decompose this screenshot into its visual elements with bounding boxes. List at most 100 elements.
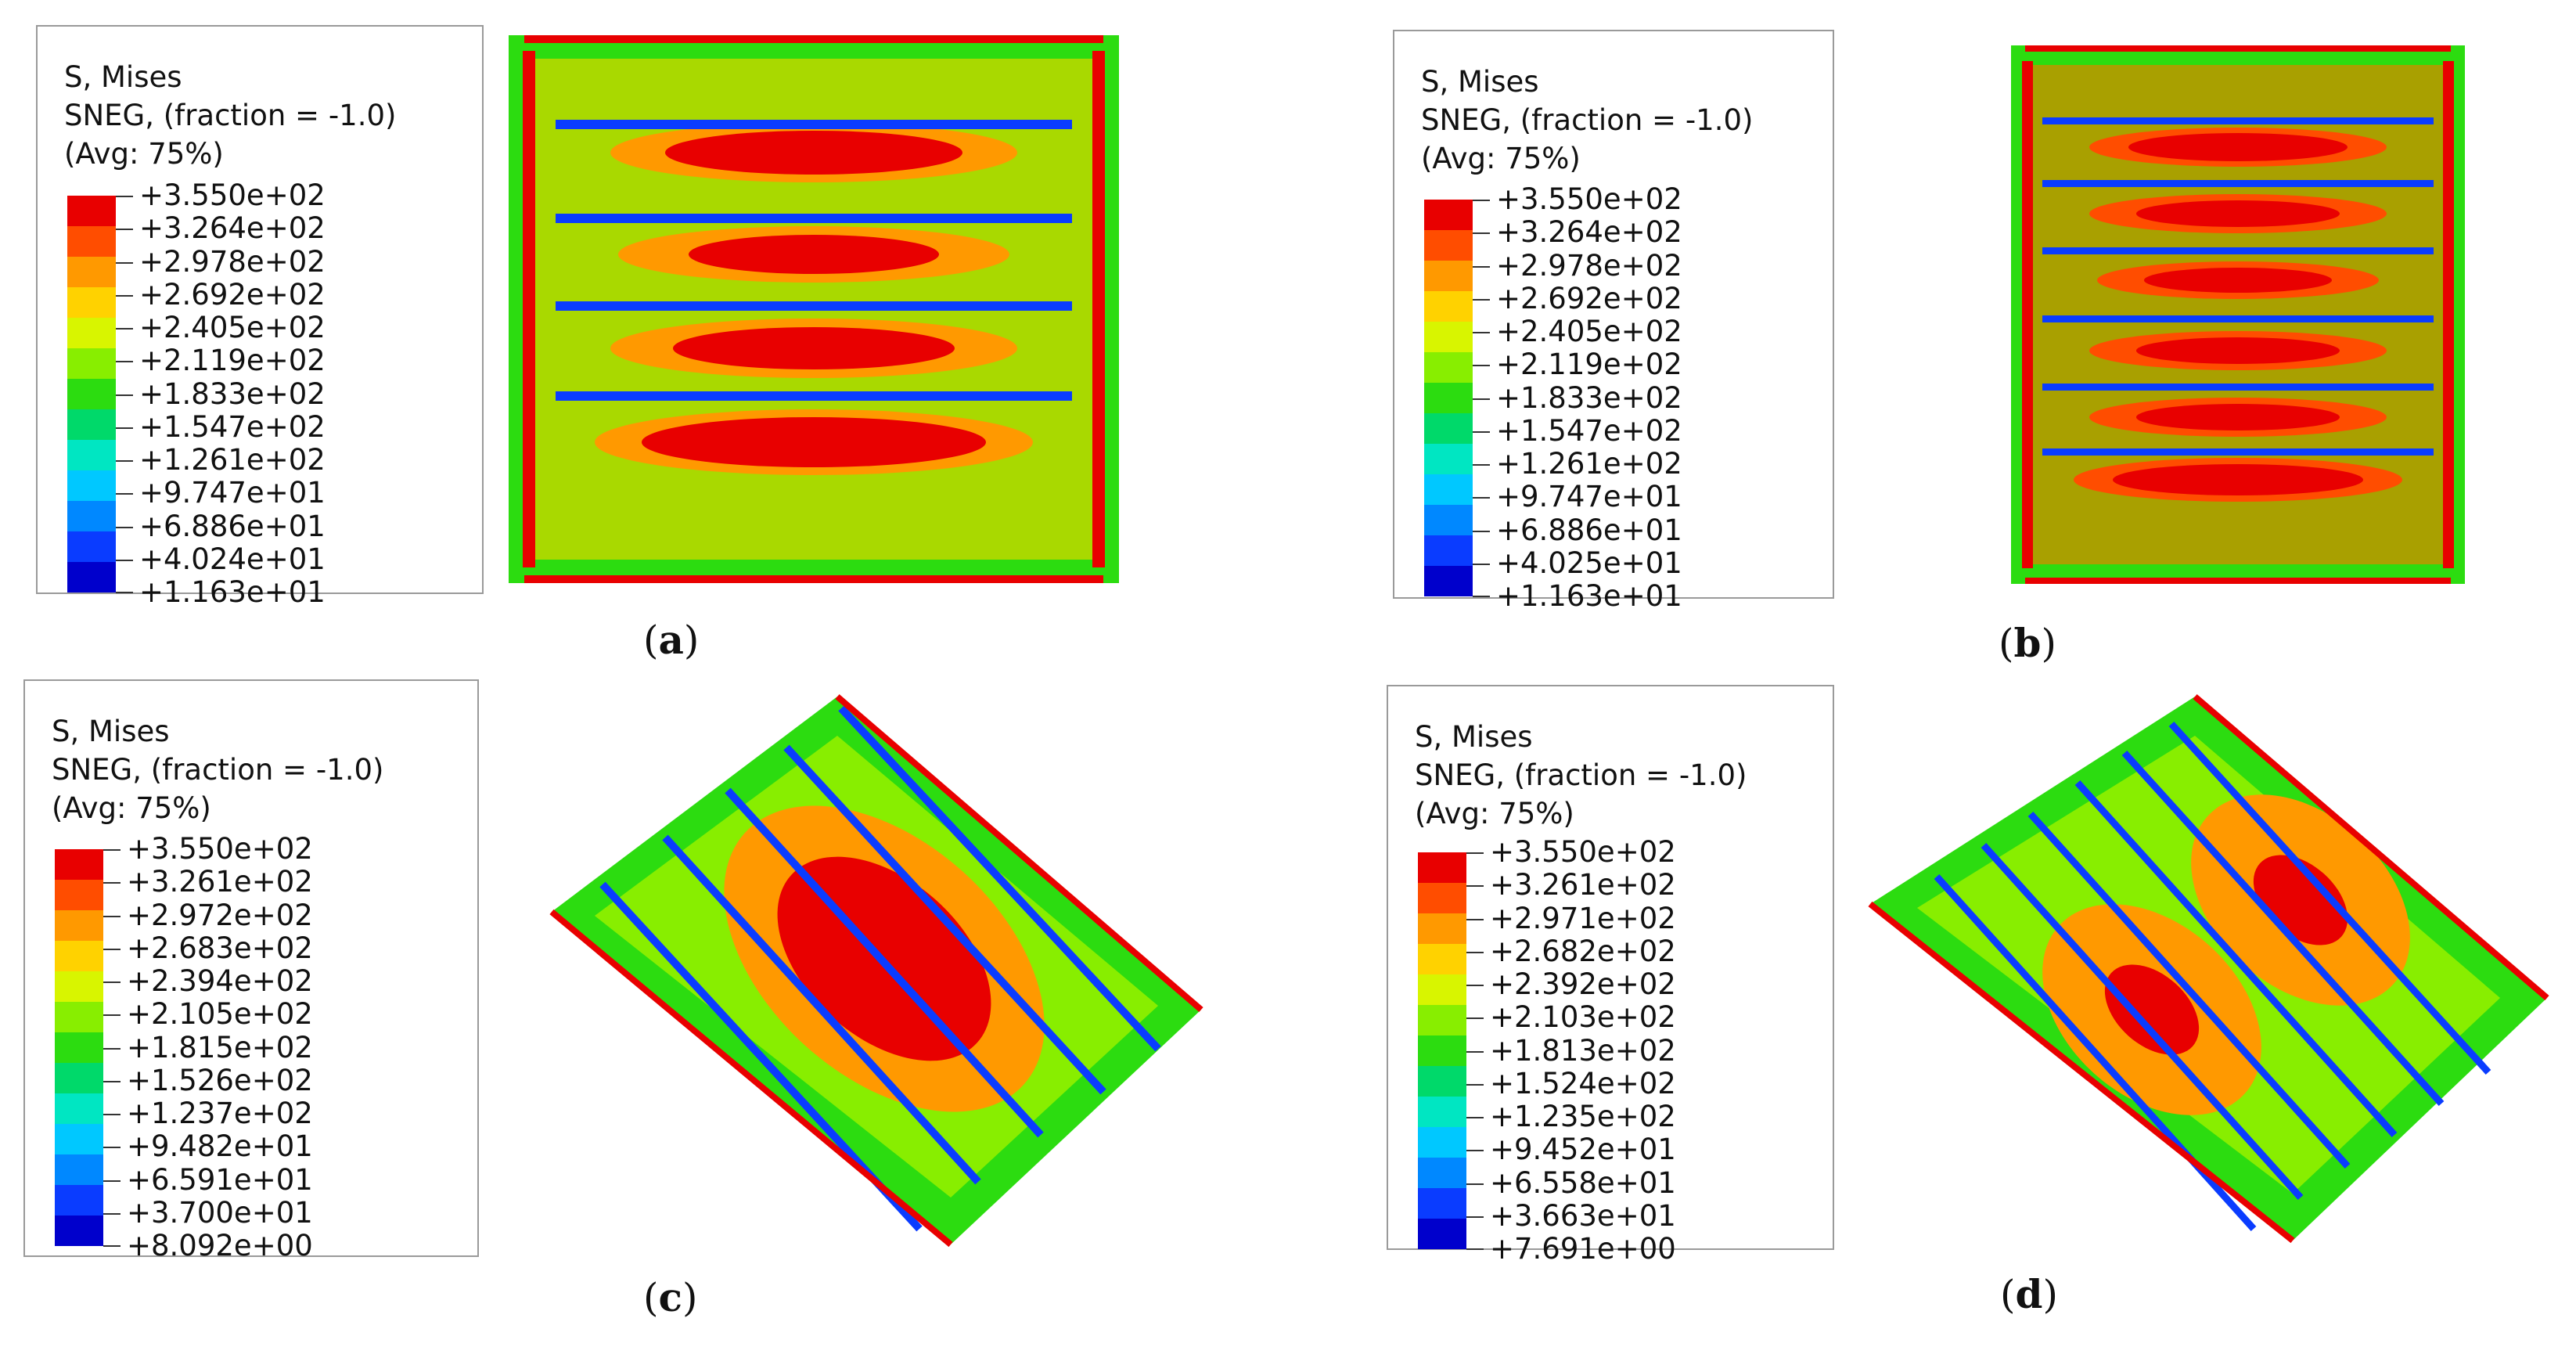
scale-value: +2.682e+02 [1490,934,1676,968]
scale-tick [116,361,133,363]
color-swatch [1418,883,1466,913]
scale-tick [103,1047,121,1050]
scale-value: +2.972e+02 [127,898,313,932]
scale-value: +9.747e+01 [1496,480,1682,514]
scale-tick [116,592,133,593]
color-swatch [1424,230,1473,261]
scale-value: +2.394e+02 [127,964,313,998]
scale-tick [1473,464,1490,466]
scale-value: +1.261e+02 [139,443,326,477]
scale-value: +6.886e+01 [139,509,326,543]
scale-tick [116,328,133,330]
legend-subtitle: SNEG, (fraction = -1.0) [1421,103,1754,137]
legend-subtitle: SNEG, (fraction = -1.0) [52,753,384,787]
color-swatch [1424,291,1473,322]
legend-avg: (Avg: 75%) [1415,797,1574,830]
color-swatch [67,226,116,257]
color-swatch [55,1185,103,1216]
stiffener-lines [1934,721,2491,1232]
stiffener-lines [556,120,1072,401]
scale-value: +3.700e+01 [127,1195,313,1230]
scale-tick [103,1114,121,1115]
scale-value: +3.261e+02 [127,865,313,899]
scale-value: +2.692e+02 [1496,281,1682,315]
scale-value: +1.163e+01 [1496,579,1682,613]
scale-tick [1466,1150,1484,1152]
scale-value: +4.024e+01 [139,542,326,576]
scale-value: +1.547e+02 [139,409,326,444]
color-swatch [67,501,116,531]
scale-tick [116,427,133,429]
scale-tick [1473,497,1490,499]
color-swatch [67,318,116,348]
scale-tick [116,196,133,197]
scale-tick [103,1080,121,1082]
color-swatch [1418,1188,1466,1219]
scale-tick [103,1147,121,1149]
legend-header-d: S, Mises SNEG, (fraction = -1.0) (Avg: 75%… [1415,718,1747,833]
edge-bands [2022,45,2454,584]
color-swatch [67,531,116,562]
scale-value: +1.524e+02 [1490,1066,1676,1100]
scale-tick [103,915,121,917]
scale-tick [116,229,133,231]
contour-plot-b [2011,45,2465,584]
contour-plot-d [1868,693,2549,1244]
color-swatch [67,562,116,592]
scale-tick [103,1245,121,1247]
legend-b: S, Mises SNEG, (fraction = -1.0) (Avg: 75%… [1393,30,1834,611]
color-swatch [1424,261,1473,291]
color-swatch [1418,1035,1466,1066]
scale-value: +2.119e+02 [1496,348,1682,382]
scale-tick [1473,265,1490,268]
scale-tick [116,261,133,264]
scale-tick [1466,1050,1484,1053]
edge-bands [549,693,1203,1248]
scale-tick [1466,1183,1484,1185]
color-swatch [1424,535,1473,566]
scale-tick [1466,1017,1484,1020]
scale-value: +3.663e+01 [1490,1198,1676,1233]
color-swatch [1418,1127,1466,1158]
stress-hotspots [595,123,1033,475]
scale-tick [1473,430,1490,433]
scale-tick [116,493,133,495]
color-swatch [67,470,116,501]
scale-tick [103,981,121,983]
color-swatch [1418,1219,1466,1249]
contour-plot-c [549,693,1203,1248]
caption-b: (b) [1999,620,2056,666]
scale-tick [1473,200,1490,201]
color-swatch [1418,1005,1466,1035]
scale-tick [116,394,133,396]
scale-tick [103,1180,121,1182]
scale-value: +6.886e+01 [1496,513,1682,547]
legend-header-b: S, Mises SNEG, (fraction = -1.0) (Avg: 75%… [1421,63,1753,178]
scale-value: +2.103e+02 [1490,1000,1676,1035]
scale-tick [1466,951,1484,953]
scale-tick [1473,298,1490,301]
scale-value: +9.482e+01 [127,1129,313,1164]
edge-bands [523,35,1105,583]
color-swatch [67,440,116,470]
scale-tick [1466,1083,1484,1086]
scale-value: +3.550e+02 [1490,835,1676,869]
scale-value: +8.092e+00 [127,1229,313,1262]
scale-tick [116,559,133,561]
legend-header-c: S, Mises SNEG, (fraction = -1.0) (Avg: 75%… [52,712,383,827]
scale-tick [1473,332,1490,333]
scale-value: +6.558e+01 [1490,1165,1676,1200]
color-swatch [1418,974,1466,1005]
scale-value: +3.264e+02 [1496,215,1682,250]
scale-tick [116,526,133,528]
color-swatch [1424,352,1473,383]
scale-tick [103,1014,121,1017]
scale-value: +2.692e+02 [139,277,326,312]
scale-tick [103,1212,121,1215]
color-swatch [55,1154,103,1185]
color-swatch [55,1093,103,1124]
scale-value: +1.237e+02 [127,1097,313,1130]
scale-value: +2.978e+02 [139,244,326,279]
legend-avg: (Avg: 75%) [1421,142,1581,175]
legend-header-a: S, Mises SNEG, (fraction = -1.0) (Avg: 75%… [64,58,396,173]
